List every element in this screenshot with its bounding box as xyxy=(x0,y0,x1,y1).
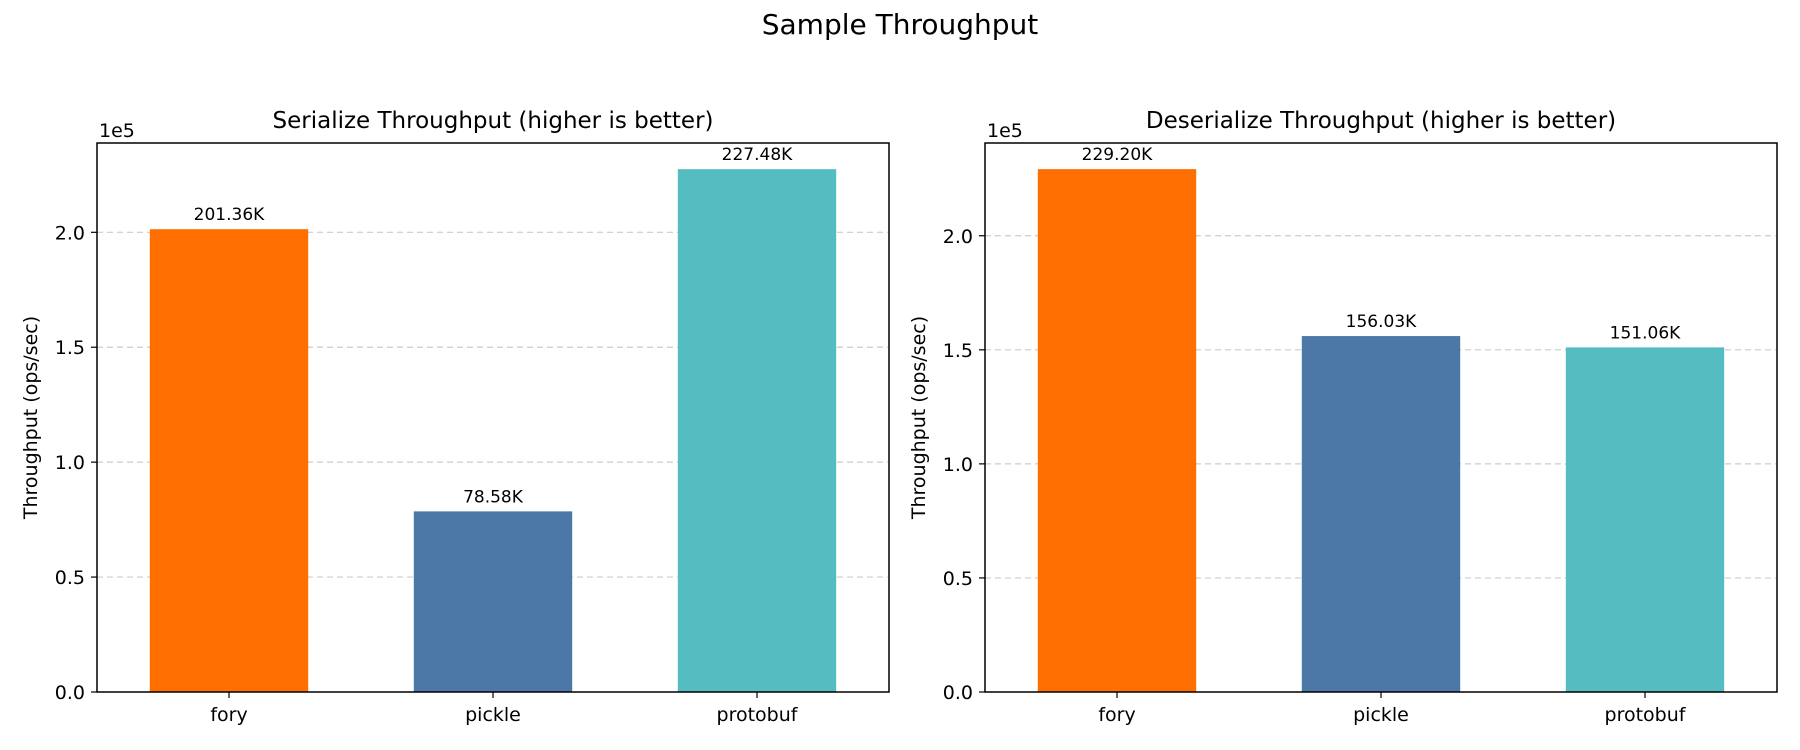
chart2-xtick-label: pickle xyxy=(1353,704,1409,726)
chart1-bar-pickle xyxy=(413,511,573,692)
chart2-data-label: 229.20K xyxy=(1082,145,1153,165)
chart2-ytick-label: 0.5 xyxy=(943,568,973,590)
chart1-ytick-label: 2.0 xyxy=(55,222,85,244)
chart2-scale-label: 1e5 xyxy=(987,120,1023,142)
chart1-ytick-label: 0.0 xyxy=(55,682,85,704)
chart1-xtick-label: protobuf xyxy=(717,704,799,726)
chart1-ytick-label: 0.5 xyxy=(55,567,85,589)
figure-title: Sample Throughput xyxy=(761,8,1039,41)
chart2-ytick-label: 2.0 xyxy=(943,226,973,248)
chart2-data-label: 156.03K xyxy=(1346,312,1417,332)
chart1-ytick-label: 1.0 xyxy=(55,452,85,474)
chart1-data-label: 78.58K xyxy=(463,487,524,507)
chart1-xtick-label: pickle xyxy=(465,704,521,726)
chart1-bar-protobuf xyxy=(677,169,837,693)
chart2-bar-pickle xyxy=(1301,336,1461,692)
chart1-title: Serialize Throughput (higher is better) xyxy=(273,108,714,134)
chart2-title: Deserialize Throughput (higher is better… xyxy=(1146,108,1616,134)
chart2-ytick-label: 1.5 xyxy=(943,340,973,362)
chart1-data-label: 201.36K xyxy=(194,205,265,225)
chart2-bar-fory xyxy=(1037,169,1197,693)
chart2-ytick-label: 0.0 xyxy=(943,682,973,704)
chart1-ylabel: Throughput (ops/sec) xyxy=(20,316,42,520)
chart1-xtick-label: fory xyxy=(210,704,247,726)
chart2-xtick-label: protobuf xyxy=(1605,704,1687,726)
chart2-xtick-label: fory xyxy=(1098,704,1135,726)
chart1-scale-label: 1e5 xyxy=(99,120,135,142)
chart1-ytick-label: 1.5 xyxy=(55,337,85,359)
chart2-data-label: 151.06K xyxy=(1610,323,1681,343)
chart2-ylabel: Throughput (ops/sec) xyxy=(908,316,930,520)
chart1-data-label: 227.48K xyxy=(722,145,793,165)
chart2-bar-protobuf xyxy=(1565,347,1725,692)
chart2-ytick-label: 1.0 xyxy=(943,454,973,476)
chart1-bar-fory xyxy=(149,229,309,693)
